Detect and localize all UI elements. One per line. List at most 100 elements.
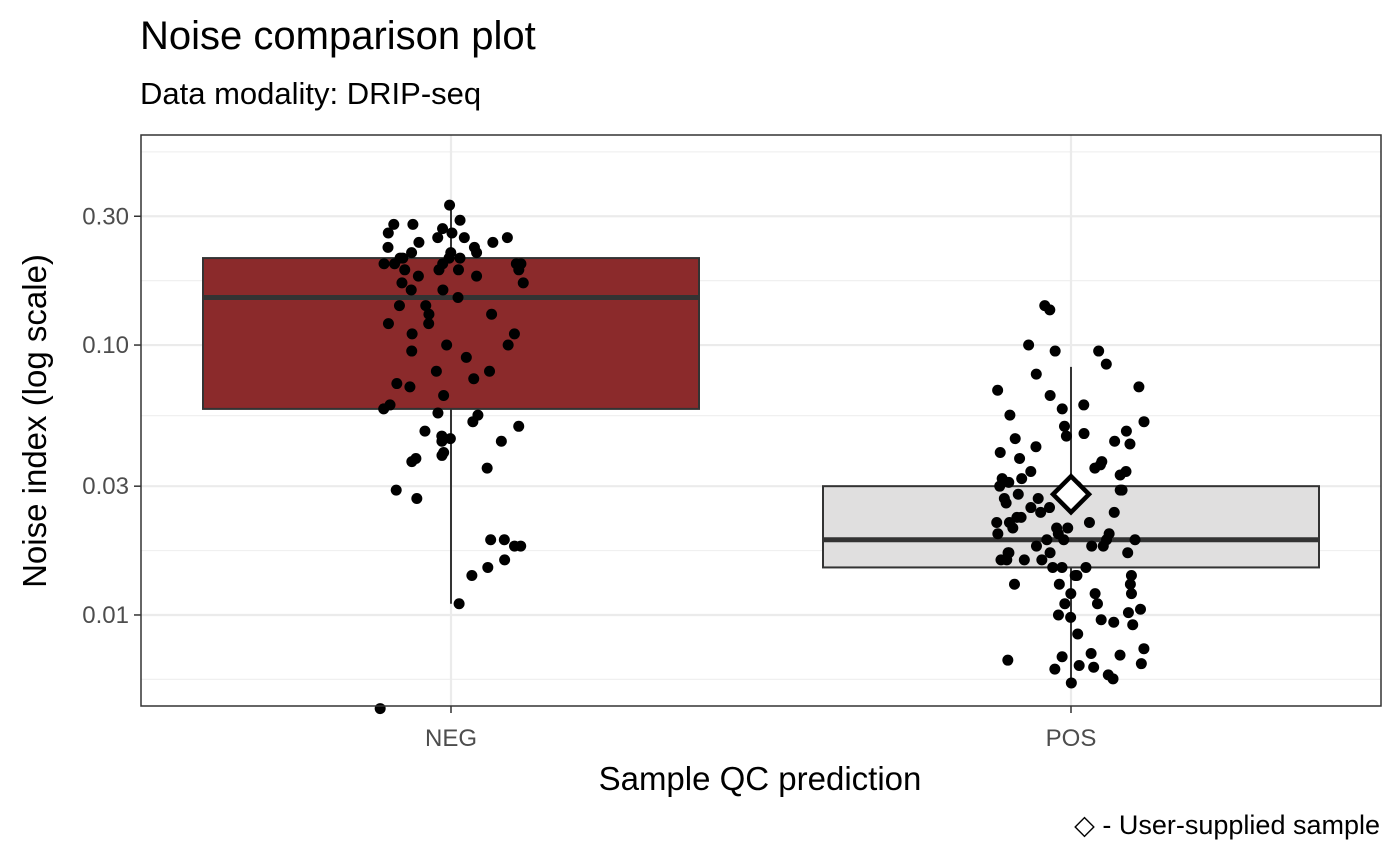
data-point-pos	[1109, 435, 1121, 447]
data-point-neg	[382, 318, 394, 330]
boxplots	[202, 201, 1320, 681]
data-point-pos	[1069, 570, 1081, 582]
x-tick-label: NEG	[425, 725, 477, 752]
data-point-neg	[468, 373, 480, 385]
data-point-neg	[437, 284, 449, 296]
data-point-pos	[1044, 502, 1056, 514]
data-point-pos	[1097, 540, 1109, 552]
data-point-pos	[1125, 588, 1137, 600]
data-point-pos	[1073, 659, 1085, 671]
data-point-pos	[1025, 502, 1037, 514]
data-point-neg	[432, 407, 444, 419]
data-point-pos	[1058, 420, 1070, 432]
data-point-pos	[1108, 616, 1120, 628]
data-point-pos	[1007, 522, 1019, 534]
chart-subtitle: Data modality: DRIP-seq	[140, 76, 482, 111]
data-point-pos	[1083, 517, 1095, 529]
chart-caption: ◇ - User-supplied sample	[1074, 810, 1380, 840]
data-point-pos	[1072, 628, 1084, 640]
data-point-neg	[452, 264, 464, 276]
data-point-neg	[413, 236, 425, 248]
data-point-neg	[396, 277, 408, 289]
data-point-pos	[992, 528, 1004, 540]
data-point-pos	[995, 554, 1007, 566]
data-point-pos	[1134, 603, 1146, 615]
data-point-pos	[1044, 547, 1056, 559]
data-point-neg	[382, 241, 394, 253]
data-point-pos	[1122, 607, 1134, 619]
data-point-neg	[423, 308, 435, 320]
data-point-pos	[1025, 466, 1037, 478]
data-point-neg	[484, 365, 496, 377]
data-point-neg	[438, 390, 450, 402]
data-point-neg	[390, 484, 402, 496]
data-point-neg	[501, 232, 513, 244]
data-point-pos	[1059, 598, 1071, 610]
data-point-neg	[466, 570, 478, 582]
data-point-pos	[1078, 399, 1090, 411]
data-point-neg	[389, 258, 401, 270]
data-point-pos	[1125, 570, 1137, 582]
grid-lines	[141, 135, 1381, 706]
data-point-neg	[454, 214, 466, 226]
data-point-pos	[1093, 345, 1105, 357]
data-point-neg	[433, 264, 445, 276]
data-point-neg	[382, 227, 394, 239]
y-axis-title: Noise index (log scale)	[16, 254, 53, 588]
data-point-pos	[1124, 578, 1136, 590]
y-tick-label: 0.10	[82, 332, 129, 359]
y-axis-ticks: 0.01 0.03 0.10 0.30	[82, 203, 141, 629]
data-point-neg	[406, 456, 418, 468]
data-point-neg	[471, 270, 483, 282]
data-point-pos	[1012, 488, 1024, 500]
y-tick-label: 0.30	[82, 203, 129, 230]
data-point-neg	[444, 199, 456, 211]
data-point-pos	[1088, 661, 1100, 673]
data-point-pos	[1009, 433, 1021, 445]
data-point-pos	[1018, 554, 1030, 566]
data-points	[374, 199, 1150, 715]
data-point-pos	[1100, 358, 1112, 370]
data-point-pos	[1004, 409, 1016, 421]
data-point-neg	[499, 554, 511, 566]
data-point-neg	[446, 227, 458, 239]
data-point-pos	[1002, 654, 1014, 666]
data-point-pos	[1014, 452, 1026, 464]
data-point-pos	[1108, 506, 1120, 518]
x-axis-ticks: NEG POS	[425, 706, 1096, 752]
data-point-neg	[437, 223, 449, 235]
data-point-neg	[509, 540, 521, 552]
plot-panel-border	[140, 134, 1382, 707]
data-point-neg	[404, 381, 416, 393]
data-point-pos	[1124, 438, 1136, 450]
data-point-pos	[994, 446, 1006, 458]
data-point-pos	[1036, 554, 1048, 566]
data-point-pos	[1085, 647, 1097, 659]
data-point-neg	[378, 258, 390, 270]
y-tick-label: 0.03	[82, 473, 129, 500]
data-point-pos	[1065, 588, 1077, 600]
data-point-pos	[992, 384, 1004, 396]
user-sample-diamond	[1049, 473, 1093, 516]
data-point-pos	[1053, 578, 1065, 590]
data-point-neg	[419, 425, 431, 437]
data-point-pos	[1089, 462, 1101, 474]
data-point-neg	[374, 703, 386, 715]
data-point-pos	[1086, 540, 1098, 552]
data-point-pos	[1138, 416, 1150, 428]
data-point-neg	[502, 339, 514, 351]
data-point-pos	[1120, 425, 1132, 437]
data-point-pos	[1030, 368, 1042, 380]
data-point-pos	[994, 480, 1006, 492]
data-point-neg	[498, 534, 510, 546]
data-point-pos	[1060, 430, 1072, 442]
box-neg	[202, 257, 700, 410]
data-point-pos	[1056, 651, 1068, 663]
data-point-pos	[1030, 441, 1042, 453]
data-point-pos	[1000, 497, 1012, 509]
data-point-neg	[393, 300, 405, 312]
data-point-neg	[423, 318, 435, 330]
data-point-neg	[406, 345, 418, 357]
data-point-pos	[1032, 493, 1044, 505]
